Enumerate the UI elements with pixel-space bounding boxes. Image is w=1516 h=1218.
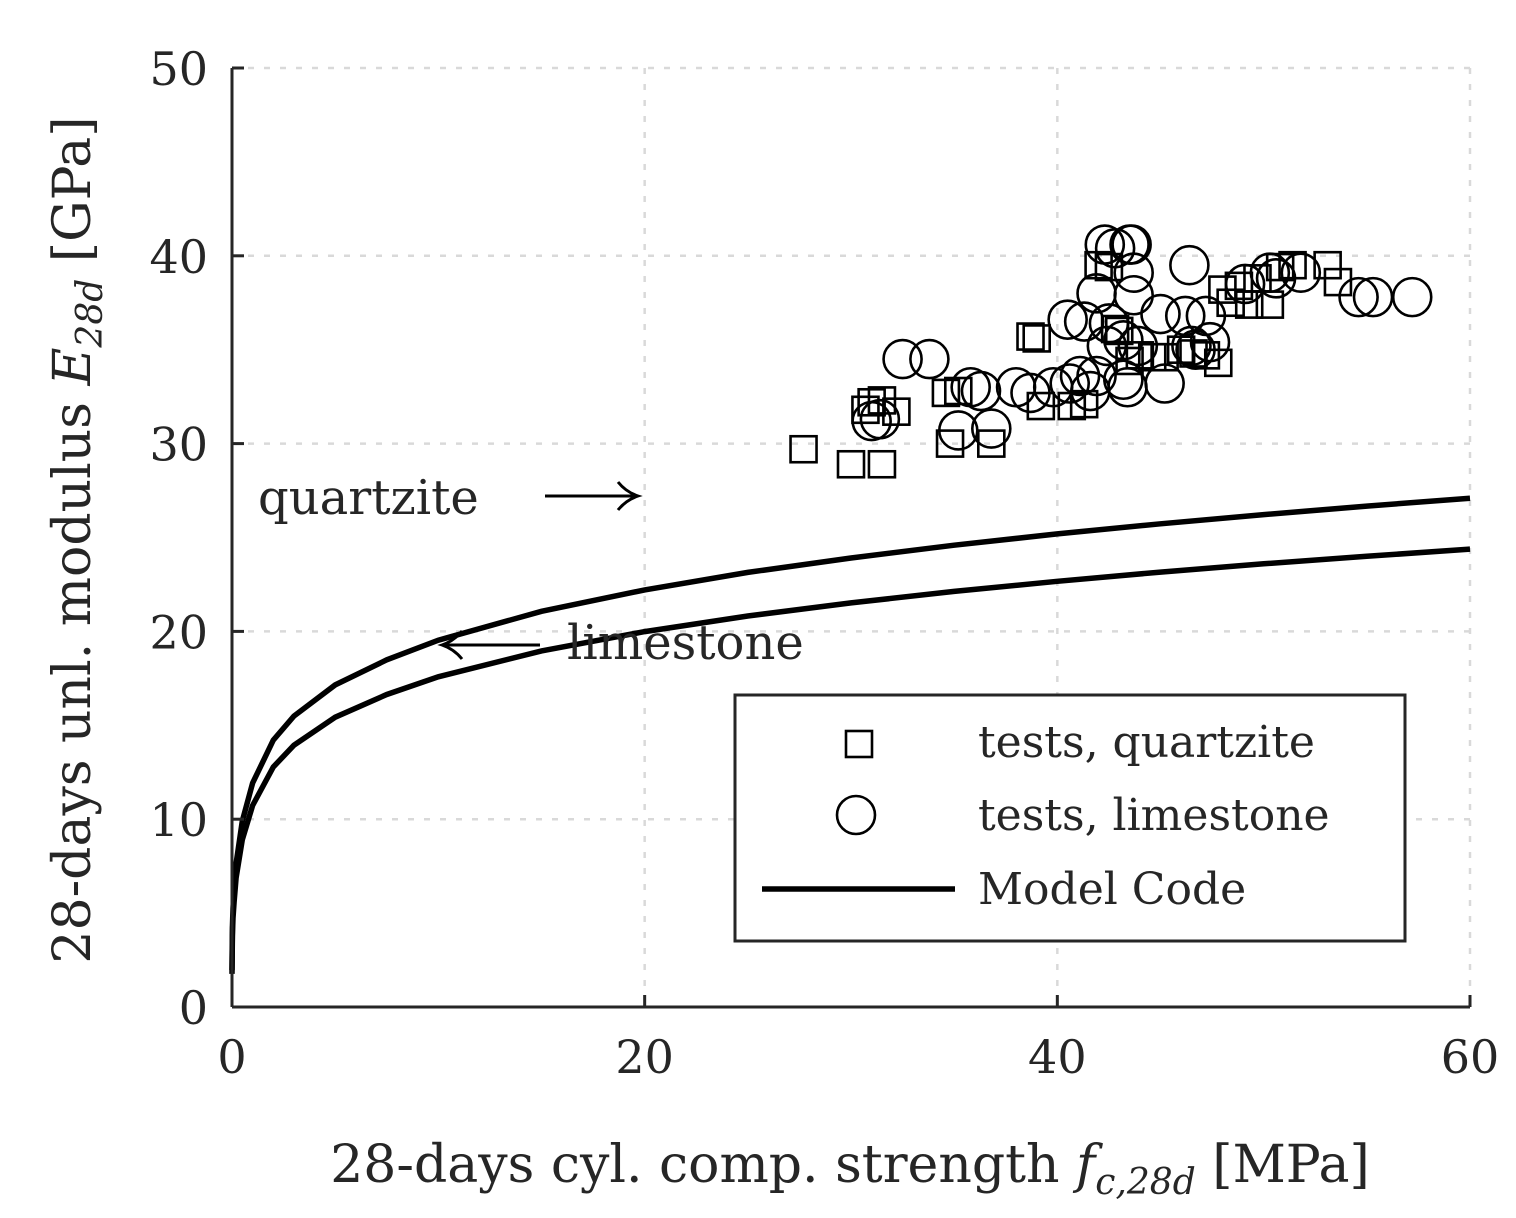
y-axis-label-unit: [GPa]: [43, 116, 103, 278]
limestone-test-point: [1111, 224, 1152, 265]
quartzite-test-point: [1016, 322, 1045, 351]
limestone-test-point: [859, 398, 901, 440]
limestone-test-point: [971, 408, 1012, 449]
legend-label-quartzite: tests, quartzite: [978, 717, 1315, 768]
limestone-test-point: [882, 338, 923, 380]
quartzite-test-point: [851, 395, 880, 425]
annotation-limestone: limestone: [567, 615, 804, 671]
quartzite-test-point: [1084, 250, 1113, 280]
quartzite-test-point: [1323, 267, 1353, 297]
quartzite-test-point: [867, 386, 897, 415]
limestone-test-point: [1140, 293, 1181, 335]
model-code-curve-3: [229, 546, 1471, 974]
quartzite-test-point: [1203, 348, 1233, 378]
y-tick-label: 30: [149, 418, 208, 472]
y-axis-label-symbol: E: [43, 348, 103, 387]
annotation-quartzite: quartzite: [258, 470, 479, 526]
quartzite-test-point: [1313, 250, 1342, 280]
quartzite-test-point: [1234, 290, 1264, 319]
limestone-test-point: [1059, 355, 1101, 397]
limestone-test-point: [1113, 252, 1154, 294]
quartzite-test-point: [836, 449, 866, 479]
quartzite-test-point: [943, 376, 973, 406]
x-axis-label-main: 28-days cyl. comp. strength: [330, 1135, 1076, 1195]
limestone-test-point: [937, 410, 979, 451]
data-markers: [789, 224, 1433, 479]
y-tick-label: 50: [149, 42, 208, 96]
x-axis-label-subscript: c,28d: [1095, 1162, 1195, 1203]
legend: tests, quartzite tests, limestone Model …: [733, 693, 1407, 943]
x-tick-label: 20: [615, 1030, 674, 1084]
quartzite-test-point: [935, 429, 965, 458]
legend-label-limestone: tests, limestone: [978, 790, 1330, 841]
x-tick-label: 60: [1441, 1030, 1500, 1084]
grid-lines: [232, 66, 1472, 1007]
limestone-test-point: [1224, 263, 1266, 305]
limestone-test-point: [909, 338, 950, 380]
x-axis-label: 28-days cyl. comp. strength fc,28d [MPa]: [330, 1135, 1370, 1203]
x-tick-label: 40: [1028, 1030, 1087, 1084]
limestone-test-point: [1047, 299, 1088, 340]
limestone-test-point: [1063, 301, 1105, 342]
limestone-test-point: [1249, 252, 1291, 294]
quartzite-test-point: [867, 449, 897, 479]
legend-square-marker: [844, 729, 874, 759]
quartzite-test-point: [1022, 324, 1052, 353]
limestone-test-point: [851, 400, 892, 442]
limestone-test-point: [1103, 359, 1144, 401]
x-tick-label: 0: [217, 1030, 246, 1084]
y-axis-label: 28-days unl. modulus E28d [GPa]: [43, 116, 111, 963]
limestone-test-point: [1086, 325, 1128, 367]
limestone-test-point: [1113, 274, 1154, 316]
limestone-test-point: [1076, 355, 1117, 397]
limestone-test-point: [1109, 224, 1150, 265]
legend-circle-marker: [835, 794, 877, 836]
limestone-test-point: [1391, 276, 1433, 318]
limestone-test-point: [960, 370, 1002, 412]
y-axis-label-subscript: 28d: [70, 279, 111, 349]
annotation-quartzite-arrow: [545, 481, 643, 511]
limestone-test-point: [1189, 321, 1231, 363]
y-tick-label: 10: [149, 793, 208, 847]
limestone-test-point: [1255, 258, 1297, 299]
model-code-curves: [229, 495, 1471, 974]
tick-labels: 0 20 40 60 0 10 20 30 40 50: [149, 42, 1499, 1084]
limestone-test-point: [1185, 295, 1227, 337]
limestone-test-point: [1338, 276, 1379, 318]
quartzite-test-point: [882, 397, 911, 426]
limestone-test-point: [1169, 244, 1210, 286]
limestone-test-point: [1088, 303, 1130, 344]
legend-label-model-code: Model Code: [978, 864, 1246, 915]
quartzite-test-point: [789, 434, 818, 464]
limestone-test-point: [1049, 363, 1091, 404]
annotation-limestone-arrow: [437, 630, 540, 660]
y-axis-label-main: 28-days unl. modulus: [43, 386, 103, 964]
y-tick-label: 20: [149, 605, 208, 659]
limestone-test-point: [1280, 252, 1322, 294]
limestone-test-point: [1010, 372, 1051, 414]
limestone-test-point: [1144, 363, 1185, 404]
y-tick-label: 40: [149, 230, 208, 284]
limestone-test-point: [1117, 325, 1159, 367]
x-axis-label-unit: [MPa]: [1196, 1135, 1370, 1195]
quartzite-test-point: [1278, 250, 1307, 280]
y-tick-label: 0: [179, 981, 208, 1035]
axes: [230, 66, 1472, 1009]
